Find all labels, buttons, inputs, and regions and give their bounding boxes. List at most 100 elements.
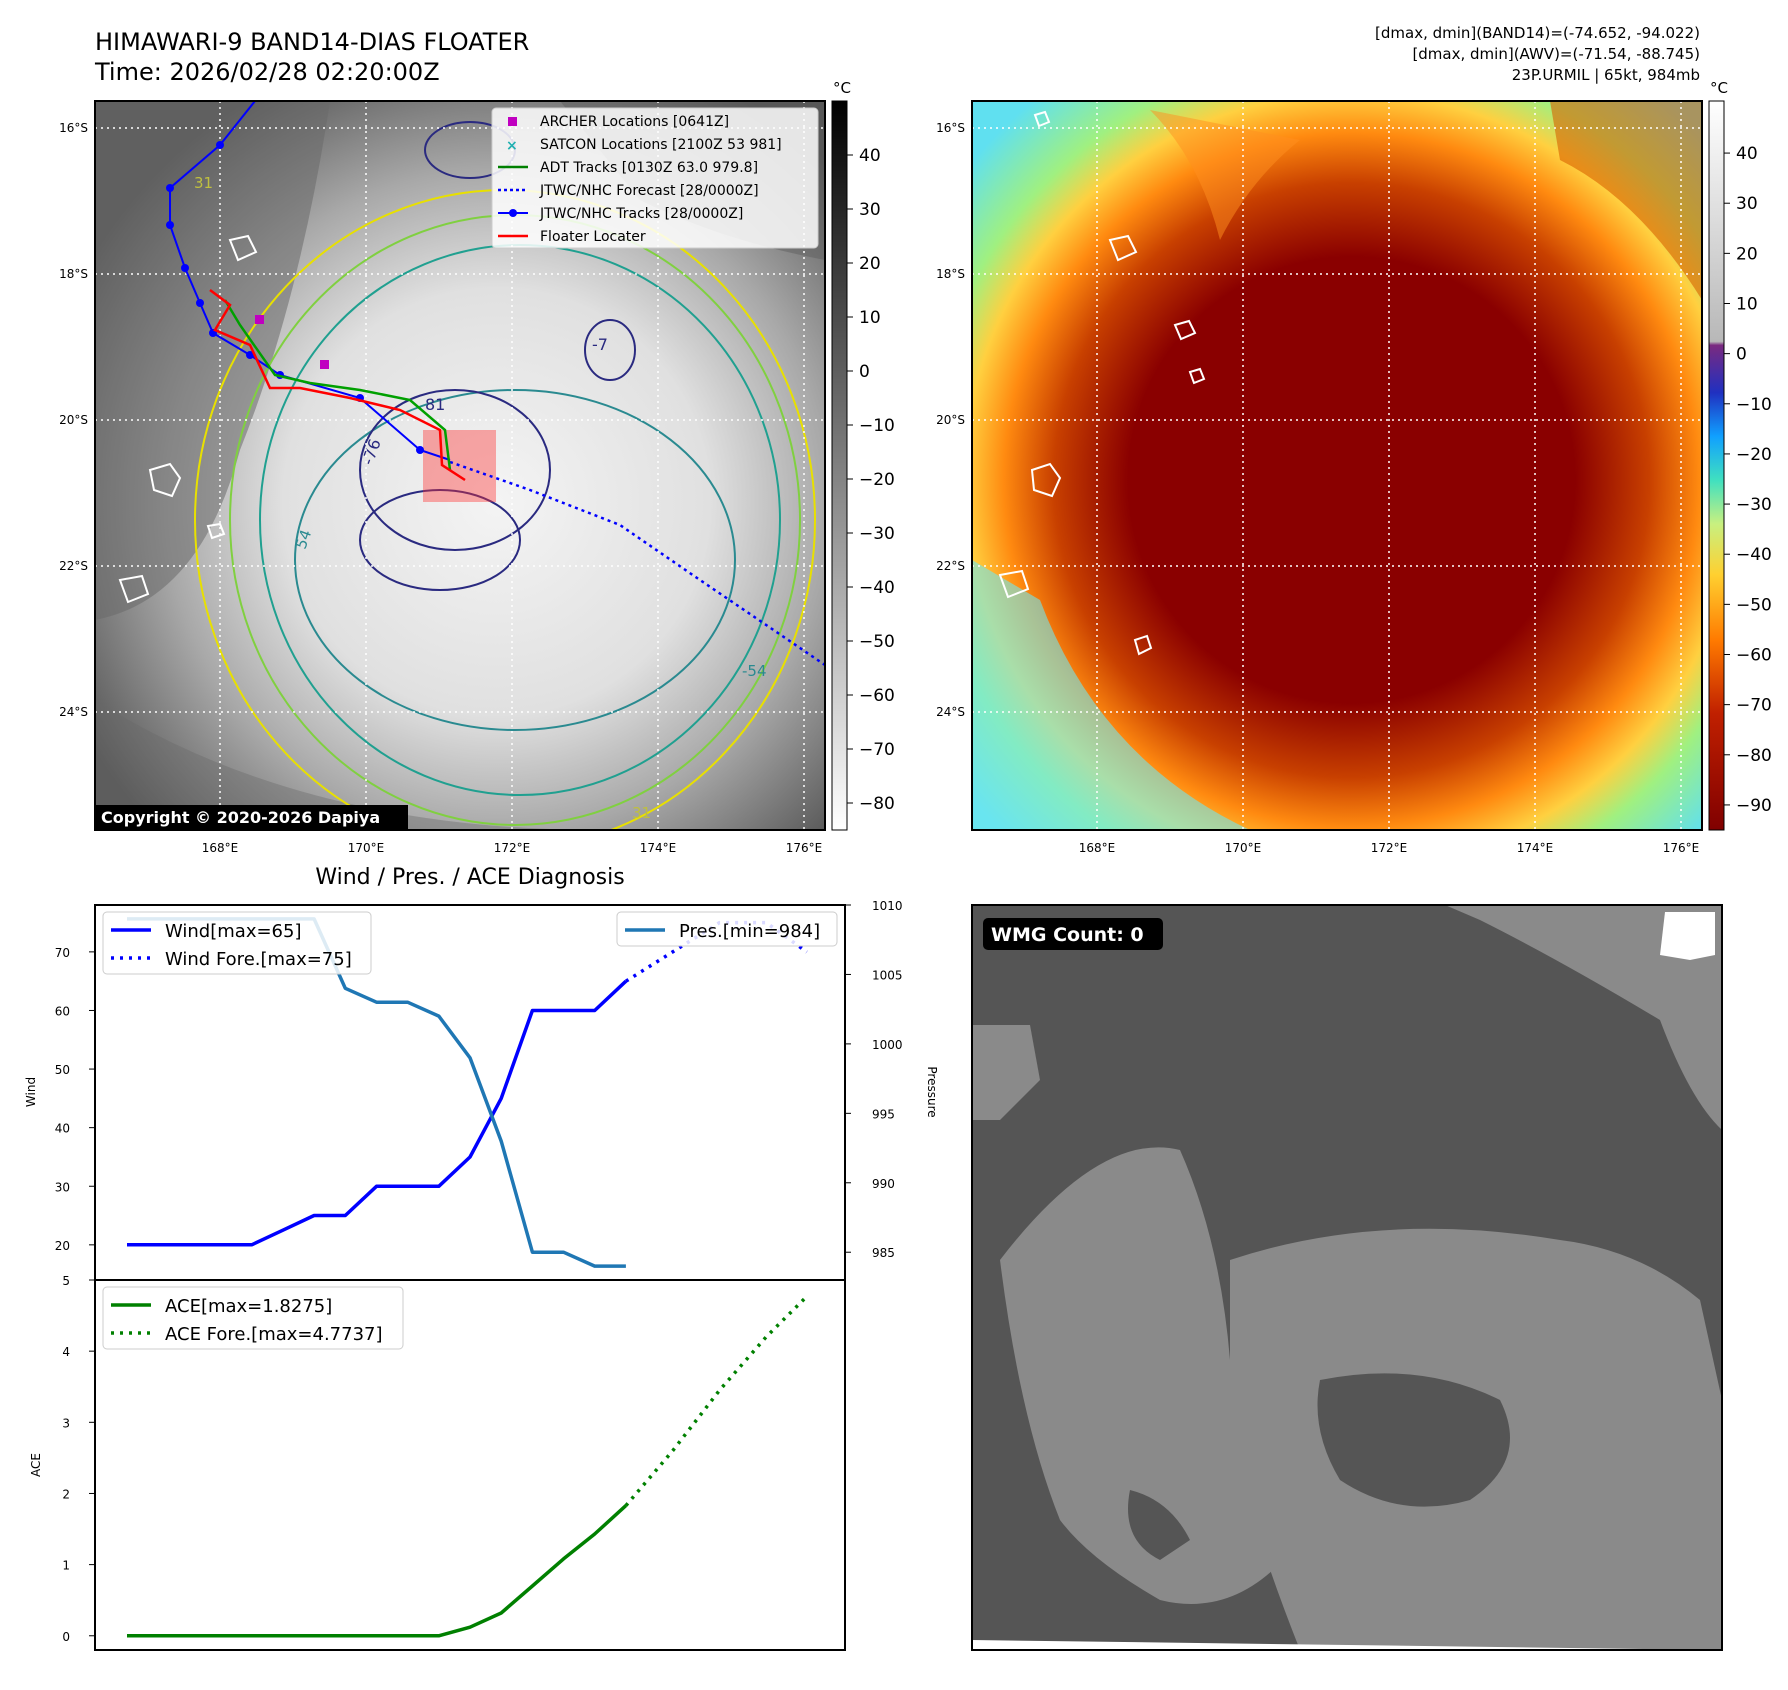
ace-ytick-label: 1 — [62, 1559, 70, 1573]
wmg-badge — [983, 918, 1163, 950]
colorbar-tick-label: −70 — [1736, 696, 1772, 716]
colorbar-tick-label: −90 — [1736, 796, 1772, 816]
legend-forecast: JTWC/NHC Forecast [28/0000Z] — [539, 183, 759, 199]
pressure-ytick-label: 985 — [872, 1246, 895, 1260]
ace-ytick-label: 3 — [62, 1416, 70, 1430]
ace-forecast-legend-label: ACE Fore.[max=4.7737] — [165, 1324, 383, 1345]
pressure-ytick-label: 990 — [872, 1177, 895, 1191]
wind-ytick-label: 40 — [55, 1122, 70, 1136]
lon-tick: 176°E — [786, 841, 823, 855]
pressure-ylabel: Pressure — [925, 1066, 939, 1117]
ace-panel: ACE 0 1 2 3 4 ACE[max=1.8275] ACE Fore.[max=… — [29, 1279, 846, 1651]
legend-adt: ADT Tracks [0130Z 63.0 979.8] — [540, 160, 758, 176]
wind-ytick-label: 70 — [55, 946, 70, 960]
gray-colorbar-bar — [831, 100, 848, 831]
archer-marker — [255, 315, 264, 324]
contour-navy — [359, 389, 551, 551]
pressure-legend: Pres.[min=984] — [616, 911, 838, 947]
map-legend: ARCHER Locations [0641Z] × SATCON Locati… — [491, 107, 819, 249]
ir-gray-map: 31 81 -76 -7 54 -54 31 — [59, 100, 826, 855]
legend-satcon: SATCON Locations [2100Z 53 981] — [540, 137, 782, 153]
lon-tick: 172°E — [494, 841, 531, 855]
map1-lat-ticks: 16°S 18°S 20°S 22°S 24°S — [59, 121, 88, 719]
lon-tick: 172°E — [1371, 841, 1408, 855]
colorbar-tick-label: −30 — [1736, 495, 1772, 515]
map2-gridlines — [972, 101, 1702, 830]
archer-marker — [320, 360, 329, 369]
wmg-count-label: WMG Count: 0 — [991, 924, 1144, 946]
ace-ytick-label: 0 — [62, 1630, 70, 1644]
copyright-box — [95, 805, 408, 829]
wind-legend-box — [102, 911, 372, 975]
contour-label: 54 — [292, 527, 315, 551]
floater-box — [423, 430, 496, 502]
colorbar-tick-label: −10 — [859, 416, 895, 436]
wind-forecast-legend-label: Wind Fore.[max=75] — [165, 949, 352, 970]
lat-tick: 16°S — [59, 121, 88, 135]
map2-lon-ticks: 168°E 170°E 172°E 174°E 176°E — [1079, 841, 1700, 855]
wind-ylabel: Wind — [24, 1077, 38, 1107]
band14-stats: [dmax, dmin](BAND14)=(-74.652, -94.022) — [1375, 24, 1700, 42]
color-colorbar-bar — [1708, 100, 1725, 831]
series-line-ace — [127, 1504, 628, 1638]
colorbar-tick-label: 20 — [1736, 244, 1758, 264]
wmg-panel: WMG Count: 0 — [971, 904, 1723, 1651]
lat-tick: 24°S — [59, 705, 88, 719]
map1-lon-ticks: 168°E 170°E 172°E 174°E 176°E — [202, 841, 823, 855]
jtwc-track — [169, 101, 451, 461]
wind-ytick-label: 20 — [55, 1239, 70, 1253]
pressure-ytick-label: 1010 — [872, 899, 903, 913]
adt-track — [223, 299, 452, 471]
lat-tick: 16°S — [936, 121, 965, 135]
colorbar-tick-label: 40 — [1736, 144, 1758, 164]
series-line-wind — [127, 979, 628, 1247]
lat-tick: 22°S — [59, 559, 88, 573]
pressure-ytick-label: 1000 — [872, 1038, 903, 1052]
colorbar-tick-label: 40 — [859, 146, 881, 166]
wind-ytick-label: 30 — [55, 1180, 70, 1194]
wind-legend-label: Wind[max=65] — [165, 921, 302, 942]
jtwc-forecast-track — [449, 460, 825, 667]
legend-floater: Floater Locater — [540, 229, 646, 245]
lat-tick: 24°S — [936, 705, 965, 719]
lat-tick: 20°S — [936, 413, 965, 427]
lon-tick: 168°E — [1079, 841, 1116, 855]
colorbar-tick-label: −60 — [859, 686, 895, 706]
legend-tracks: JTWC/NHC Tracks [28/0000Z] — [539, 206, 743, 222]
ace-ytick-label: 4 — [62, 1345, 70, 1359]
colorbar-tick-label: 30 — [859, 200, 881, 220]
colorbar-tick-label: −20 — [1736, 445, 1772, 465]
colorbar-tick-label: −40 — [859, 578, 895, 598]
legend-box — [491, 107, 819, 249]
colorbar-tick-label: 10 — [1736, 295, 1758, 315]
contour-label: 31 — [194, 174, 213, 192]
lat-tick: 18°S — [936, 267, 965, 281]
lon-tick: 174°E — [1517, 841, 1554, 855]
colorbar-tick-label: −70 — [859, 740, 895, 760]
ir-color-map: 168°E 170°E 172°E 174°E 176°E 16°S 18°S … — [936, 100, 1703, 855]
colorbar-tick-label: 20 — [859, 254, 881, 274]
figure-title: HIMAWARI-9 BAND14-DIAS FLOATER — [95, 28, 529, 56]
colorbar-tick-label: −80 — [859, 794, 895, 814]
lon-tick: 170°E — [1225, 841, 1262, 855]
colorbar-tick-label: −50 — [1736, 595, 1772, 615]
map1-frame — [94, 100, 826, 831]
colorbar-tick-label: −10 — [1736, 395, 1772, 415]
pressure-legend-label: Pres.[min=984] — [679, 921, 820, 942]
wmg-frame — [971, 904, 1723, 1651]
colorbar-tick-label: −60 — [1736, 646, 1772, 666]
floater-track — [209, 289, 466, 482]
colorbar-tick-label: 0 — [1736, 345, 1747, 365]
pressure-ytick-label: 995 — [872, 1107, 895, 1121]
wind-pressure-panel: Wind Pressure 5 20 30 40 50 60 70 985 990 995 100… — [24, 899, 939, 1288]
ace-legend-box — [102, 1286, 404, 1350]
colorbar-tick-label: −20 — [859, 470, 895, 490]
contour-label: -7 — [592, 335, 608, 354]
wind-ytick-label: 50 — [55, 1063, 70, 1077]
gray-colorbar: °C 40 30 20 10 0 −10 −20 −30 −40 −50 −60 −70 −80 — [831, 79, 895, 831]
ace-ylabel: ACE — [29, 1453, 43, 1477]
colorbar-tick-label: 30 — [1736, 194, 1758, 214]
pressure-ytick-label: 1005 — [872, 968, 903, 982]
ace-legend: ACE[max=1.8275] ACE Fore.[max=4.7737] — [102, 1286, 404, 1350]
